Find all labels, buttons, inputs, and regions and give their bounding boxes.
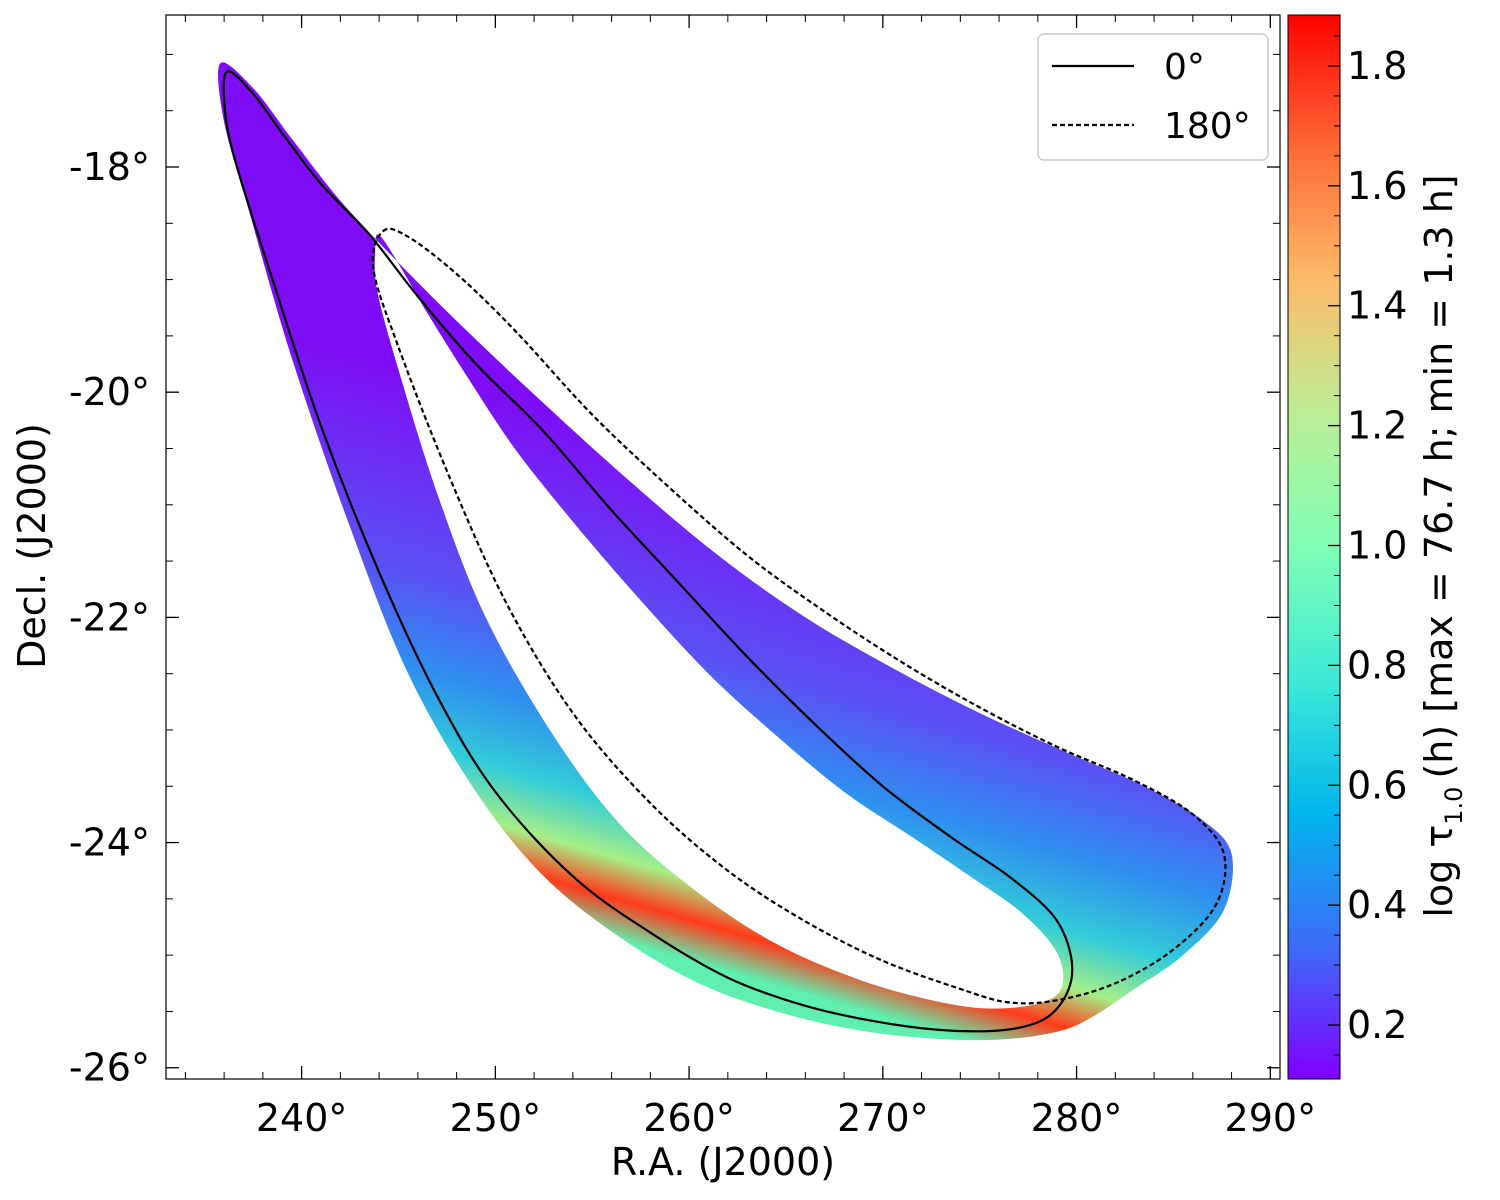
y-tick-label: -22° bbox=[69, 595, 150, 639]
legend-entry-1: 180° bbox=[1164, 106, 1251, 147]
tau-filled-region bbox=[218, 62, 1234, 1041]
colorbar-tick-label: 1.0 bbox=[1347, 524, 1407, 568]
x-tick-label: 240° bbox=[256, 1096, 348, 1140]
y-tick-label: -18° bbox=[69, 145, 150, 189]
colorbar-tick-label: 0.2 bbox=[1347, 1003, 1407, 1047]
x-tick-label: 280° bbox=[1031, 1096, 1123, 1140]
colorbar: 0.2 0.4 0.6 0.8 1.0 1.2 1.4 1.6 1.8 log τ1.0(h) … bbox=[1287, 14, 1468, 1080]
colorbar-tick-label: 0.6 bbox=[1347, 763, 1407, 807]
plot-frame bbox=[165, 14, 1281, 1080]
colorbar-tick-label: 0.4 bbox=[1347, 883, 1407, 927]
colorbar-tick-label: 1.6 bbox=[1347, 164, 1407, 208]
colorbar-tick-label: 1.8 bbox=[1347, 44, 1407, 88]
y-tick-label: -20° bbox=[69, 370, 150, 414]
x-tick-label: 270° bbox=[837, 1096, 929, 1140]
colorbar-label: log τ1.0(h) [max = 76.7 h; min = 1.3 h] bbox=[1417, 174, 1468, 917]
legend: 0° 180° bbox=[1037, 33, 1269, 161]
x-axis: 240° 250° 260° 270° 280° 290° bbox=[184, 15, 1317, 1140]
x-axis-label: R.A. (J2000) bbox=[611, 1140, 835, 1184]
colorbar-tick-label: 1.4 bbox=[1347, 284, 1407, 328]
colorbar-tick-label: 1.2 bbox=[1347, 404, 1407, 448]
x-tick-label: 250° bbox=[450, 1096, 542, 1140]
y-tick-label: -24° bbox=[69, 821, 150, 865]
y-axis: -18° -20° -22° -24° -26° bbox=[69, 53, 1280, 1090]
y-tick-label: -26° bbox=[69, 1046, 150, 1090]
colorbar-gradient bbox=[1288, 15, 1340, 1079]
legend-entry-0: 0° bbox=[1164, 47, 1205, 88]
series-solid-0-curve bbox=[222, 70, 1074, 1033]
colorbar-tick-label: 0.8 bbox=[1347, 643, 1407, 687]
colorbar-ticks: 0.2 0.4 0.6 0.8 1.0 1.2 1.4 1.6 1.8 bbox=[1328, 35, 1407, 1056]
x-tick-label: 290° bbox=[1225, 1096, 1317, 1140]
colorbar-frame bbox=[1287, 14, 1341, 1080]
y-axis-label: Decl. (J2000) bbox=[10, 423, 54, 669]
series-dashed-180-curve bbox=[371, 227, 1227, 1005]
x-tick-label: 260° bbox=[643, 1096, 735, 1140]
series-layer bbox=[222, 70, 1227, 1033]
